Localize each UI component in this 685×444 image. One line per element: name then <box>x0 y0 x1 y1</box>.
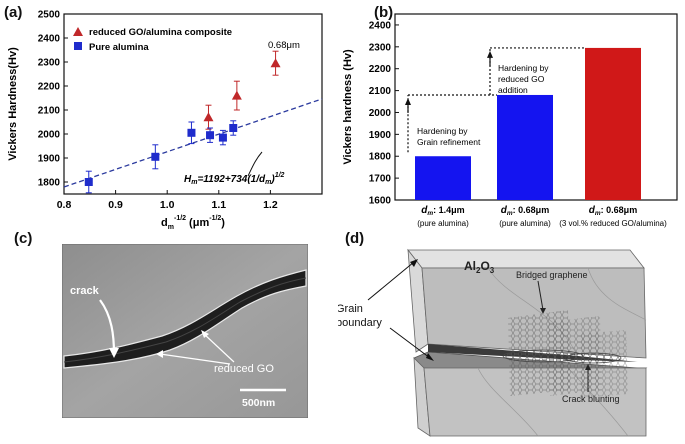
equation-h: H <box>184 174 192 185</box>
data-point-alumina <box>229 124 238 132</box>
data-point-composite <box>203 112 214 122</box>
y-tick-label-b: 1800 <box>369 152 392 163</box>
svg-text:Grain refinement: Grain refinement <box>417 137 481 147</box>
category-label: dm: 0.68μm <box>501 205 549 217</box>
bar <box>415 156 471 200</box>
y-tick-label-b: 2200 <box>369 64 392 75</box>
chart-b: 1600 1700 1800 1900 2000 2100 2200 2300 2400 dm:… <box>342 13 678 228</box>
x-tick-label: 1.0 <box>160 199 175 211</box>
y-tick-label-b: 1700 <box>369 174 392 185</box>
x-tick-label: 0.9 <box>108 199 123 211</box>
crack-blunting-label: Crack blunting <box>562 394 620 404</box>
data-point-alumina <box>151 152 160 161</box>
x-axis-label-a: dm-1/2 (μm-1/2) <box>161 215 225 230</box>
data-point-alumina <box>206 131 215 140</box>
point-annotation: 0.68μm <box>268 40 300 51</box>
crack-label: crack <box>70 285 100 297</box>
scale-bar-label: 500nm <box>242 397 275 409</box>
grain-boundary-label-1: Grain <box>338 303 363 315</box>
legend-label-composite: reduced GO/alumina composite <box>89 27 232 38</box>
fit-line <box>63 98 323 188</box>
bridged-graphene-label: Bridged graphene <box>516 270 588 280</box>
plot-frame <box>63 13 323 195</box>
legend-label-pure: Pure alumina <box>89 42 149 53</box>
y-tick-label-b: 1600 <box>369 196 392 207</box>
svg-text:Hardening by: Hardening by <box>417 126 468 136</box>
y-tick-label: 2000 <box>38 130 61 141</box>
panel-label-d: (d) <box>345 230 365 247</box>
fit-equation: Hm=1192+734(1/dm)1/2 <box>184 151 285 186</box>
category-description: (3 vol.% reduced GO/alumina) <box>559 219 667 228</box>
panel-label-a: (a) <box>4 4 23 21</box>
x-tick-label: 1.1 <box>211 199 226 211</box>
svg-text:reduced GO: reduced GO <box>498 74 545 84</box>
x-tick-label: 1.2 <box>263 199 278 211</box>
bar <box>585 47 641 200</box>
go-arrow-2 <box>159 353 231 365</box>
legend-marker-triangle <box>73 27 83 36</box>
hardening-guides <box>407 47 585 153</box>
y-tick-label: 2100 <box>38 106 61 117</box>
y-tick-label: 1900 <box>38 154 61 165</box>
annotation-go-addition: Hardening by reduced GO addition <box>498 63 549 95</box>
category-label: dm: 1.4μm <box>421 205 464 217</box>
go-arrow-1 <box>203 333 235 363</box>
y-axis-label-b: Vickers hardness (Hv) <box>342 49 354 165</box>
data-point-composite <box>270 58 281 68</box>
y-tick-label: 2400 <box>38 34 61 45</box>
material-label: Al2O3 <box>464 259 495 275</box>
category-description: (pure alumina) <box>499 219 551 228</box>
svg-text:addition: addition <box>498 85 528 95</box>
data-point-alumina <box>187 128 196 137</box>
bar <box>497 94 553 200</box>
grain-boundary-label-2: boundary <box>338 317 382 329</box>
y-tick-label: 2500 <box>38 10 61 21</box>
annotation-grain-refinement: Hardening by Grain refinement <box>417 126 481 147</box>
arrow-go-addition <box>487 50 493 58</box>
y-tick-label-b: 2400 <box>369 20 392 31</box>
crack-schematic: Al2O3 Bridged graphene Grain boundary Cr… <box>338 248 648 437</box>
svg-text:Hardening by: Hardening by <box>498 63 549 73</box>
y-tick-label: 2200 <box>38 82 61 93</box>
category-description: (pure alumina) <box>417 219 469 228</box>
data-point-alumina <box>84 178 93 186</box>
category-label: dm: 0.68μm <box>589 205 637 217</box>
arrow-grain-refinement <box>405 97 411 105</box>
y-tick-label-b: 2000 <box>369 108 392 119</box>
data-point-composite <box>231 90 242 100</box>
data-point-alumina <box>218 133 227 142</box>
y-tick-label-b: 2100 <box>369 86 392 97</box>
sem-micrograph: crack reduced GO 500nm <box>62 244 308 418</box>
equation-pointer <box>247 151 263 177</box>
legend-marker-square <box>74 42 82 50</box>
crack-band <box>63 269 307 369</box>
legend: reduced GO/alumina composite Pure alumin… <box>73 27 232 53</box>
y-tick-label: 1800 <box>38 178 61 189</box>
chart-a: 0.8 0.9 1.0 1.1 1.2 1800 1900 2000 2100 2200 2300… <box>7 10 323 230</box>
y-tick-label-b: 2300 <box>369 42 392 53</box>
x-tick-label: 0.8 <box>57 199 72 211</box>
svg-text:Hm=1192+734(1/dm)1/2: Hm=1192+734(1/dm)1/2 <box>184 172 285 186</box>
y-axis-label-a: Vickers Hardness(Hv) <box>7 47 19 161</box>
reduced-go-label: reduced GO <box>214 363 274 375</box>
panel-label-c: (c) <box>14 230 33 247</box>
y-tick-label-b: 1900 <box>369 130 392 141</box>
panel-label-b: (b) <box>374 4 394 21</box>
y-tick-label: 2300 <box>38 58 61 69</box>
